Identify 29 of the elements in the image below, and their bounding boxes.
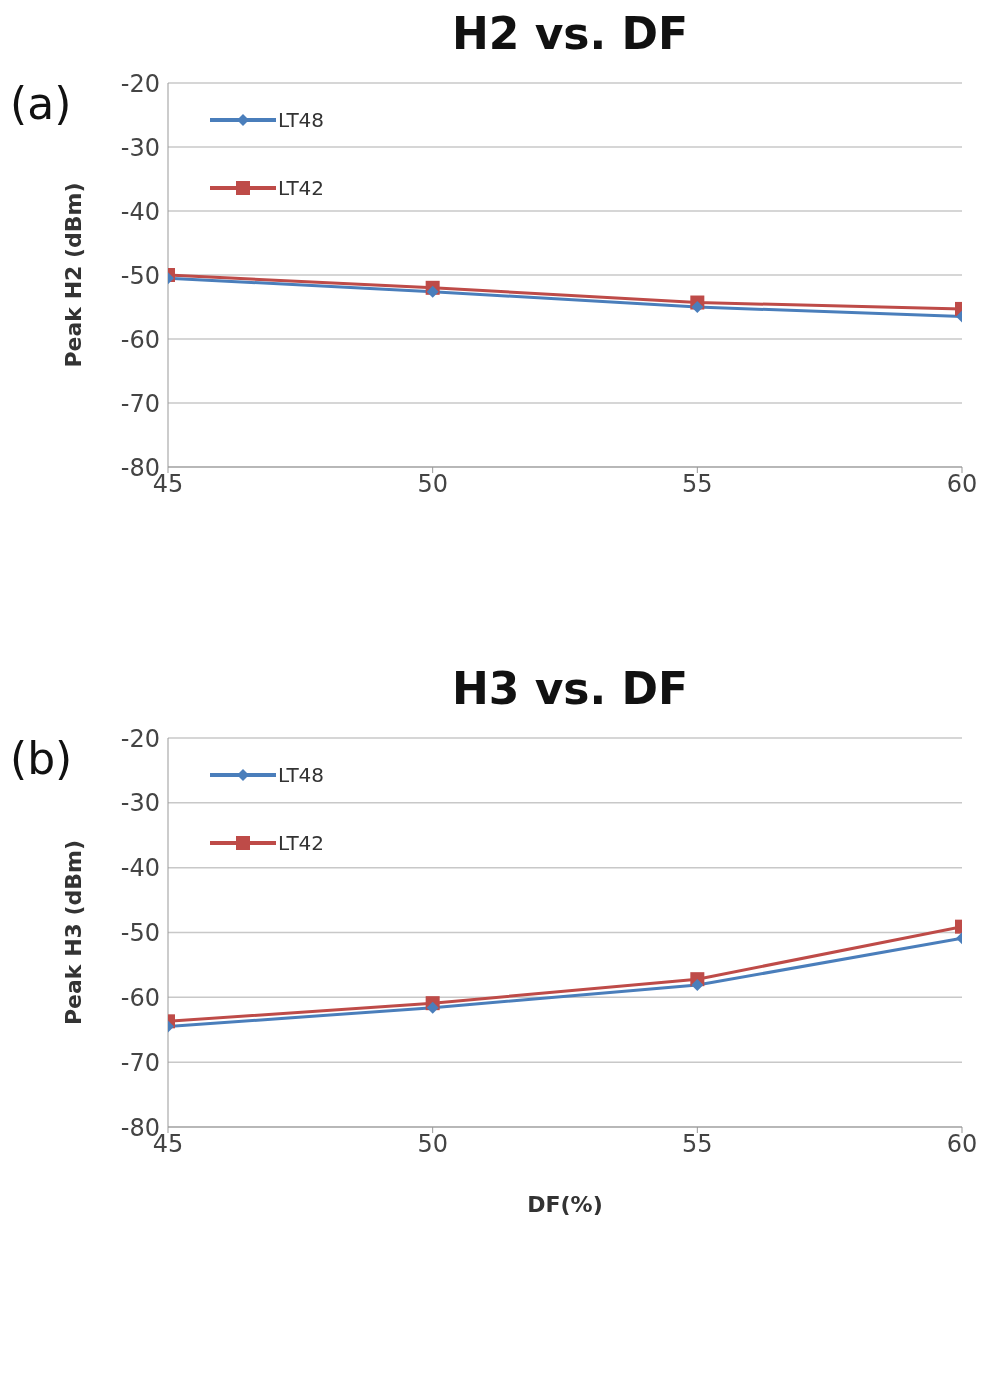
legend-label: LT42	[278, 831, 325, 855]
legend-label: LT42	[278, 176, 325, 200]
y-tick-label: -20	[120, 724, 160, 753]
x-tick-label: 55	[682, 1130, 713, 1159]
y-tick-label: -20	[120, 69, 160, 98]
y-tick-label: -60	[120, 983, 160, 1012]
y-tick-label: -50	[120, 261, 160, 290]
x-tick-label: 55	[682, 470, 713, 499]
legend-label: LT48	[278, 763, 325, 787]
text: (a)	[10, 78, 72, 129]
y-tick-label: -30	[120, 789, 160, 818]
x-tick-label: 50	[417, 1130, 448, 1159]
y-tick-label: -50	[120, 919, 160, 948]
x-tick-label: 50	[417, 470, 448, 499]
x-axis-title: DF(%)	[527, 1192, 603, 1217]
y-tick-label: -70	[120, 389, 160, 418]
chart-title: H3 vs. DF	[450, 663, 690, 716]
y-tick-label: -60	[120, 325, 160, 354]
y-tick-label: -40	[120, 854, 160, 883]
y-tick-label: -40	[120, 197, 160, 226]
x-tick-label: 60	[946, 470, 978, 499]
legend-label: LT48	[278, 108, 325, 132]
y-axis-title: Peak H3 (dBm)	[60, 839, 86, 1026]
y-axis-title: Peak H2 (dBm)	[60, 182, 86, 368]
x-tick-label: 60	[946, 1130, 978, 1159]
y-tick-label: -70	[120, 1048, 160, 1077]
chart-title: H2 vs. DF	[450, 8, 690, 61]
text: (b)	[10, 733, 73, 784]
y-tick-label: -30	[120, 133, 160, 162]
